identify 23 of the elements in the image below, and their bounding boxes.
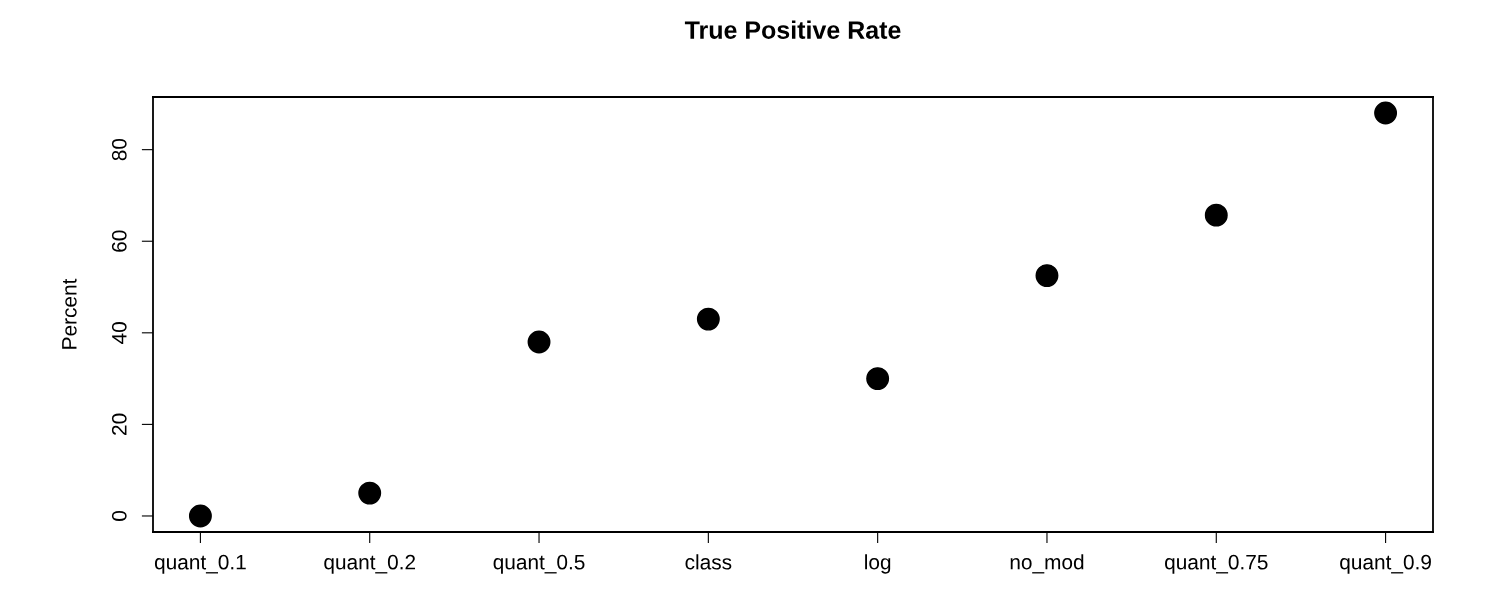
x-tick-label: quant_0.9 [1340, 554, 1431, 574]
y-tick-label: 80 [111, 138, 127, 161]
point [188, 504, 212, 528]
point [358, 481, 382, 505]
x-tick-label: class [685, 554, 732, 570]
x-tick-label: log [865, 554, 891, 574]
point [866, 367, 890, 391]
point [1035, 264, 1059, 288]
point [1374, 101, 1398, 125]
y-tick-label: 40 [111, 322, 127, 344]
x-tick-label: quant_0.2 [324, 554, 416, 574]
x-tick-label: quant_0.1 [154, 554, 246, 574]
y-tick-label: 0 [111, 510, 127, 521]
x-tick-label: quant_0.75 [1165, 554, 1268, 574]
x-tick-label: no_mod [1010, 554, 1084, 574]
y-tick-label: 20 [111, 413, 127, 435]
x-tick-label: quant_0.5 [493, 554, 585, 574]
point [1204, 203, 1228, 227]
chart-title: True Positive Rate [684, 20, 901, 39]
point [527, 330, 551, 354]
y-axis-title: Percent [62, 278, 77, 349]
point [696, 307, 720, 331]
y-tick-label: 60 [111, 230, 127, 252]
